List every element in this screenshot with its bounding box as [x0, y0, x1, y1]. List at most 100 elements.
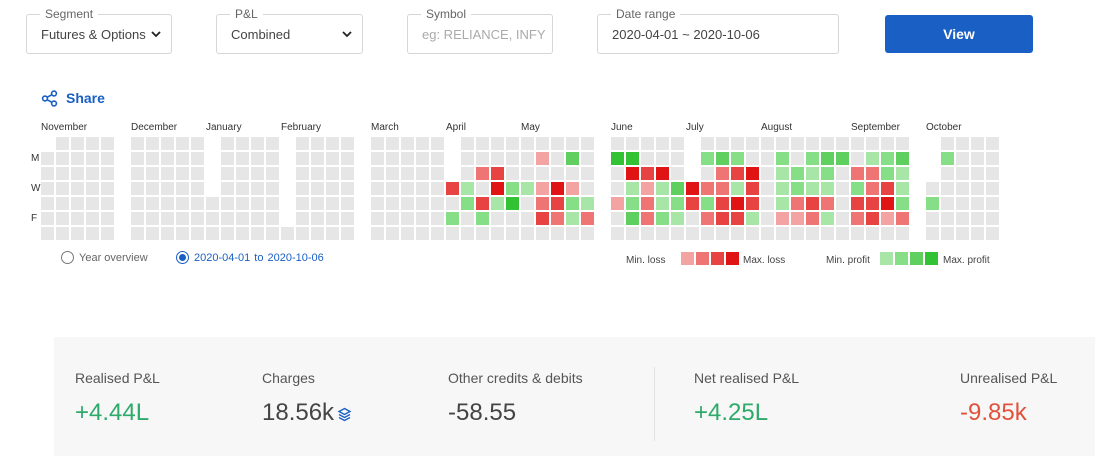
day-cell[interactable]	[386, 212, 399, 225]
day-cell[interactable]	[941, 167, 954, 180]
day-cell[interactable]	[386, 137, 399, 150]
day-cell[interactable]	[686, 227, 699, 240]
day-cell[interactable]	[776, 182, 789, 195]
day-cell[interactable]	[896, 212, 909, 225]
day-cell[interactable]	[386, 227, 399, 240]
day-cell[interactable]	[986, 212, 999, 225]
day-cell[interactable]	[371, 137, 384, 150]
day-cell[interactable]	[611, 182, 624, 195]
day-cell[interactable]	[566, 137, 579, 150]
day-cell[interactable]	[986, 197, 999, 210]
day-cell[interactable]	[866, 137, 879, 150]
day-cell[interactable]	[491, 227, 504, 240]
day-cell[interactable]	[476, 197, 489, 210]
day-cell[interactable]	[491, 197, 504, 210]
day-cell[interactable]	[851, 197, 864, 210]
day-cell[interactable]	[716, 137, 729, 150]
day-cell[interactable]	[821, 212, 834, 225]
day-cell[interactable]	[566, 167, 579, 180]
day-cell[interactable]	[536, 182, 549, 195]
day-cell[interactable]	[821, 227, 834, 240]
day-cell[interactable]	[866, 197, 879, 210]
day-cell[interactable]	[791, 227, 804, 240]
day-cell[interactable]	[746, 182, 759, 195]
share-button[interactable]: Share	[41, 88, 105, 108]
day-cell[interactable]	[986, 152, 999, 165]
day-cell[interactable]	[71, 167, 84, 180]
day-cell[interactable]	[626, 212, 639, 225]
day-cell[interactable]	[536, 212, 549, 225]
day-cell[interactable]	[506, 212, 519, 225]
day-cell[interactable]	[311, 182, 324, 195]
day-cell[interactable]	[491, 212, 504, 225]
day-cell[interactable]	[761, 167, 774, 180]
day-cell[interactable]	[806, 167, 819, 180]
day-cell[interactable]	[536, 137, 549, 150]
day-cell[interactable]	[821, 197, 834, 210]
day-cell[interactable]	[521, 152, 534, 165]
day-cell[interactable]	[251, 212, 264, 225]
day-cell[interactable]	[611, 167, 624, 180]
day-cell[interactable]	[266, 197, 279, 210]
day-cell[interactable]	[206, 212, 219, 225]
day-cell[interactable]	[296, 152, 309, 165]
day-cell[interactable]	[236, 212, 249, 225]
day-cell[interactable]	[866, 182, 879, 195]
day-cell[interactable]	[191, 167, 204, 180]
day-cell[interactable]	[836, 227, 849, 240]
day-cell[interactable]	[626, 227, 639, 240]
day-cell[interactable]	[791, 182, 804, 195]
day-cell[interactable]	[476, 227, 489, 240]
day-cell[interactable]	[956, 197, 969, 210]
day-cell[interactable]	[176, 167, 189, 180]
day-cell[interactable]	[551, 167, 564, 180]
day-cell[interactable]	[581, 227, 594, 240]
day-cell[interactable]	[191, 182, 204, 195]
day-cell[interactable]	[176, 227, 189, 240]
day-cell[interactable]	[641, 227, 654, 240]
day-cell[interactable]	[551, 182, 564, 195]
day-cell[interactable]	[266, 227, 279, 240]
day-cell[interactable]	[656, 212, 669, 225]
day-cell[interactable]	[746, 227, 759, 240]
day-cell[interactable]	[476, 137, 489, 150]
day-cell[interactable]	[401, 182, 414, 195]
day-cell[interactable]	[941, 197, 954, 210]
day-cell[interactable]	[866, 152, 879, 165]
day-cell[interactable]	[896, 152, 909, 165]
day-cell[interactable]	[821, 152, 834, 165]
day-cell[interactable]	[791, 212, 804, 225]
day-cell[interactable]	[506, 137, 519, 150]
day-cell[interactable]	[761, 197, 774, 210]
day-cell[interactable]	[476, 182, 489, 195]
day-cell[interactable]	[41, 212, 54, 225]
day-cell[interactable]	[491, 137, 504, 150]
day-cell[interactable]	[566, 152, 579, 165]
day-cell[interactable]	[851, 137, 864, 150]
day-cell[interactable]	[266, 137, 279, 150]
day-cell[interactable]	[971, 152, 984, 165]
day-cell[interactable]	[821, 167, 834, 180]
day-cell[interactable]	[221, 197, 234, 210]
day-cell[interactable]	[836, 137, 849, 150]
day-cell[interactable]	[881, 227, 894, 240]
day-cell[interactable]	[131, 137, 144, 150]
day-cell[interactable]	[131, 212, 144, 225]
day-cell[interactable]	[416, 137, 429, 150]
day-cell[interactable]	[656, 152, 669, 165]
day-cell[interactable]	[731, 197, 744, 210]
day-cell[interactable]	[431, 197, 444, 210]
day-cell[interactable]	[956, 212, 969, 225]
day-cell[interactable]	[521, 137, 534, 150]
day-cell[interactable]	[191, 137, 204, 150]
day-cell[interactable]	[656, 167, 669, 180]
day-cell[interactable]	[671, 152, 684, 165]
day-cell[interactable]	[461, 167, 474, 180]
day-cell[interactable]	[746, 137, 759, 150]
day-cell[interactable]	[251, 227, 264, 240]
day-cell[interactable]	[101, 167, 114, 180]
day-cell[interactable]	[701, 227, 714, 240]
day-cell[interactable]	[401, 212, 414, 225]
day-cell[interactable]	[581, 137, 594, 150]
day-cell[interactable]	[836, 152, 849, 165]
